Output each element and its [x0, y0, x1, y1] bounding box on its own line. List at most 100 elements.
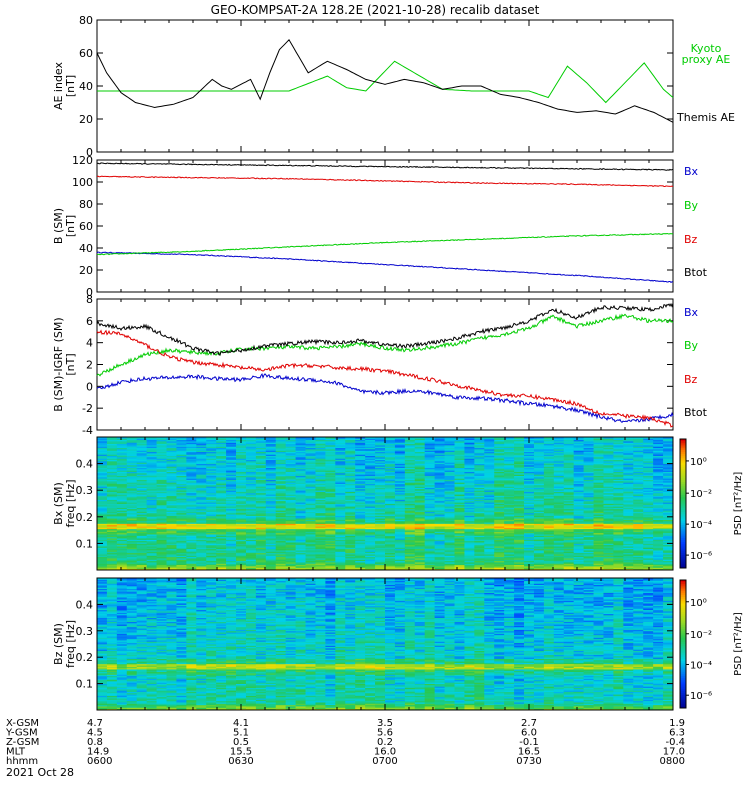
spectrogram-cell: [464, 486, 475, 488]
spectrogram-cell: [186, 516, 197, 519]
spectrogram-cell: [295, 478, 306, 480]
spectrogram-cell: [196, 479, 207, 482]
spectrogram-cell: [226, 526, 237, 528]
spectrogram-cell: [206, 564, 217, 567]
spectrogram-cell: [424, 542, 436, 544]
spectrogram-cell: [345, 492, 356, 495]
spectrogram-cell: [146, 543, 157, 546]
spectrogram-cell: [404, 567, 416, 570]
spectrogram-cell: [196, 498, 207, 500]
spectrogram-cell: [484, 484, 495, 487]
spectrogram-cell: [325, 450, 336, 453]
spectrogram-cell: [186, 530, 197, 532]
spectrogram-cell: [295, 503, 306, 506]
spectrogram-cell: [474, 484, 485, 487]
spectrogram-cell: [265, 560, 277, 563]
spectrogram-cell: [454, 563, 465, 566]
spectrogram-cell: [404, 488, 416, 491]
spectrogram-cell: [325, 523, 336, 526]
spectrogram-cell: [305, 544, 316, 547]
spectrogram-cell: [265, 540, 277, 543]
spectrogram-cell: [315, 495, 326, 498]
spectrogram-cell: [136, 516, 148, 519]
spectrogram-cell: [116, 466, 128, 468]
spectrogram-cell: [156, 539, 167, 542]
spectrogram-cell: [295, 467, 306, 470]
spectrogram-cell: [265, 454, 277, 457]
spectrogram-cell: [464, 463, 475, 466]
spectrogram-cell: [166, 464, 177, 467]
spectrogram-cell: [444, 510, 455, 512]
y-tick-label: 0: [86, 146, 93, 159]
spectrogram-cell: [365, 515, 376, 518]
spectrogram-cell: [245, 502, 257, 504]
spectrogram-cell: [394, 476, 406, 479]
spectrogram-cell: [424, 555, 436, 558]
spectrogram-cell: [275, 491, 287, 494]
spectrogram-cell: [414, 534, 426, 536]
spectrogram-cell: [444, 480, 455, 483]
spectrogram-cell: [454, 559, 465, 562]
spectrogram-cell: [385, 470, 396, 472]
spectrogram-cell: [394, 487, 406, 490]
spectrogram-cell: [255, 462, 267, 464]
spectrogram-cell: [385, 540, 396, 543]
spectrogram-cell: [206, 531, 217, 534]
spectrogram-cell: [464, 512, 475, 515]
spectrogram-cell: [315, 468, 326, 471]
spectrogram-cell: [385, 559, 396, 562]
spectrogram-cell: [156, 502, 167, 504]
spectrogram-cell: [146, 487, 157, 490]
spectrogram-cell: [126, 498, 138, 500]
spectrogram-cell: [285, 468, 297, 471]
spectrogram-cell: [404, 552, 416, 555]
spectrogram-cell: [325, 437, 336, 439]
spectrogram-cell: [424, 494, 436, 496]
spectrogram-cell: [166, 562, 177, 564]
spectrogram-cell: [375, 538, 386, 540]
spectrogram-cell: [375, 507, 386, 510]
spectrogram-cell: [345, 478, 356, 480]
spectrogram-cell: [216, 475, 227, 478]
spectrogram-cell: [335, 502, 346, 504]
spectrogram-cell: [106, 448, 118, 451]
series-label-bz: Bz: [684, 373, 698, 386]
spectrogram-cell: [434, 508, 445, 511]
spectrogram-cell: [434, 475, 445, 478]
spectrogram-cell: [166, 474, 177, 476]
spectrogram-cell: [206, 506, 217, 508]
spectrogram-cell: [414, 484, 426, 487]
spectrogram-cell: [186, 468, 197, 471]
spectrogram-cell: [385, 555, 396, 558]
spectrogram-cell: [375, 478, 386, 480]
spectrogram-cell: [385, 544, 396, 547]
spectrogram-cell: [414, 462, 426, 464]
spectrogram-cell: [186, 502, 197, 504]
spectrogram-cell: [245, 519, 257, 522]
spectrogram-cell: [434, 556, 445, 559]
y-tick-label: 2: [86, 359, 93, 372]
spectrogram-cell: [335, 540, 346, 543]
spectrogram-cell: [126, 534, 138, 536]
spectrogram-cell: [295, 558, 306, 560]
spectrogram-cell: [444, 508, 455, 511]
spectrogram-cell: [345, 442, 356, 445]
spectrogram-cell: [106, 462, 118, 464]
spectrogram-cell: [156, 482, 167, 484]
spectrogram-cell: [474, 478, 485, 480]
spectrogram-cell: [464, 518, 475, 520]
spectrogram-cell: [166, 520, 177, 523]
spectrogram-cell: [494, 548, 505, 551]
spectrogram-cell: [176, 458, 187, 461]
spectrogram-cell: [116, 480, 128, 483]
spectrogram-cell: [265, 514, 277, 516]
spectrogram-cell: [216, 527, 227, 530]
spectrogram-cell: [295, 551, 306, 554]
spectrogram-cell: [106, 467, 118, 470]
spectrogram-cell: [166, 560, 177, 563]
spectrogram-cell: [444, 516, 455, 519]
spectrogram-cell: [265, 528, 277, 531]
spectrogram-cell: [216, 536, 227, 539]
spectrogram-cell: [146, 488, 157, 491]
spectrogram-cell: [206, 479, 217, 482]
